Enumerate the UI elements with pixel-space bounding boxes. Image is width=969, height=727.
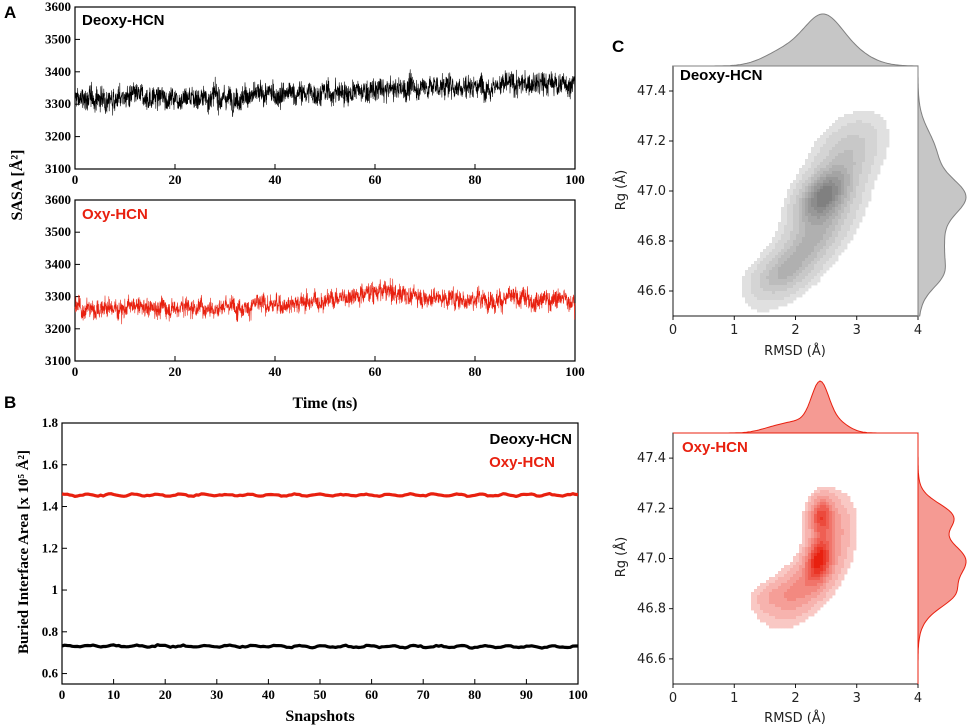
sasa-deoxy-plot: 0 20 40 60 80 100 3100 3200 3300 3400 3500 3600: [45, 0, 585, 187]
legend-oxy: Oxy-HCN: [489, 454, 555, 471]
panel-letter-c: C: [612, 37, 624, 56]
buried-ytick-label-3: 1.2: [42, 540, 58, 555]
sasa-deoxy-xtick-label-4: 80: [469, 172, 482, 187]
buried-ytick-label-0: 0.6: [42, 666, 59, 681]
sasa-oxy-ytick-label-0: 3100: [45, 353, 71, 368]
panel-letter-b: B: [4, 393, 16, 412]
sasa-oxy-label: Oxy-HCN: [82, 206, 148, 223]
sasa-oxy-xtick-label-5: 100: [565, 364, 585, 379]
kde-deoxy-ylabel: Rg (Å): [613, 170, 629, 210]
kde-deoxy-ytick-label-1: 46.8: [637, 234, 666, 249]
kde-oxy-xlabel: RMSD (Å): [764, 710, 826, 726]
kde-deoxy-ytick-label-0: 46.6: [637, 284, 666, 299]
buried-xtick-label-10: 100: [568, 687, 588, 702]
buried-xlabel: Snapshots: [285, 708, 354, 725]
buried-xtick-label-4: 40: [262, 687, 275, 702]
buried-xtick-label-3: 30: [210, 687, 223, 702]
sasa-deoxy-ytick-label-1: 3200: [45, 129, 71, 144]
kde-deoxy-density: [742, 111, 890, 313]
kde-oxy-xtick-label-1: 1: [730, 691, 738, 706]
buried-ytick-label-4: 1.4: [42, 499, 59, 514]
sasa-deoxy-ytick-label-2: 3300: [45, 96, 71, 111]
panel-letter-a: A: [4, 3, 16, 22]
kde-oxy-xtick-label-2: 2: [791, 691, 799, 706]
sasa-deoxy-ytick-label-4: 3500: [45, 31, 71, 46]
sasa-oxy-xtick-label-2: 40: [269, 364, 282, 379]
sasa-oxy-ytick-label-3: 3400: [45, 256, 71, 271]
sasa-deoxy-series-line: [74, 69, 576, 117]
sasa-deoxy-ytick-label-5: 3600: [45, 0, 71, 14]
sasa-xlabel: Time (ns): [292, 395, 357, 412]
kde-deoxy-ytick-label-3: 47.2: [637, 134, 666, 149]
kde-deoxy-xlabel: RMSD (Å): [764, 343, 826, 359]
sasa-oxy-xtick-label-3: 60: [369, 364, 382, 379]
legend-deoxy: Deoxy-HCN: [489, 431, 572, 448]
buried-ytick-label-5: 1.6: [42, 457, 59, 472]
kde-oxy-plot: 0 1 2 3 4 46.6 46.8 47.0 47.2 47.4: [637, 380, 967, 706]
sasa-deoxy-xtick-label-3: 60: [369, 172, 382, 187]
sasa-oxy-xtick-label-4: 80: [469, 364, 482, 379]
kde-oxy-xtick-label-3: 3: [853, 691, 861, 706]
kde-oxy-xtick-label-4: 4: [914, 691, 922, 706]
kde-deoxy-plot: 0 1 2 3 4 46.6 46.8 47.0 47.2 47.4: [637, 13, 967, 338]
sasa-oxy-ytick-label-5: 3600: [45, 192, 71, 207]
kde-deoxy-ytick-label-2: 47.0: [637, 184, 666, 199]
buried-ytick-label-1: 0.8: [42, 624, 59, 639]
sasa-oxy-series-line: [74, 277, 576, 325]
sasa-deoxy-xtick-label-2: 40: [269, 172, 282, 187]
buried-series-0: [61, 643, 578, 650]
sasa-oxy-frame: [74, 199, 576, 362]
kde-deoxy-xtick-label-2: 2: [791, 323, 799, 338]
sasa-oxy-plot: 0 20 40 60 80 100 3100 3200 3300 3400 3500 3600: [45, 192, 585, 379]
kde-deoxy-label: Deoxy-HCN: [680, 67, 763, 84]
kde-oxy-density: [751, 487, 857, 629]
buried-xtick-label-8: 80: [468, 687, 481, 702]
kde-deoxy-xtick-label-3: 3: [853, 323, 861, 338]
buried-xtick-label-9: 90: [520, 687, 533, 702]
sasa-deoxy-ytick-label-3: 3400: [45, 64, 71, 79]
kde-oxy-ytick-label-3: 47.2: [637, 501, 666, 516]
kde-deoxy-xtick-label-0: 0: [669, 323, 677, 338]
kde-oxy-marginal-y: [917, 433, 967, 684]
kde-deoxy-ytick-label-4: 47.4: [637, 84, 666, 99]
sasa-ylabel: SASA [Å²]: [8, 149, 26, 220]
kde-oxy-label: Oxy-HCN: [682, 439, 748, 456]
buried-ytick-label-6: 1.8: [42, 415, 59, 430]
sasa-oxy-ytick-label-4: 3500: [45, 224, 71, 239]
sasa-deoxy-xtick-label-1: 20: [169, 172, 182, 187]
sasa-deoxy-ytick-label-0: 3100: [45, 161, 71, 176]
buried-interface-plot: 0 10 20 30 40 50 60 70 80 90 100 0.6 0.8 1 1.2 1.4 1.6 1.…: [42, 415, 588, 702]
kde-oxy-marginal-x: [673, 380, 918, 434]
buried-xtick-label-5: 50: [314, 687, 327, 702]
buried-xtick-label-0: 0: [59, 687, 66, 702]
kde-oxy-ytick-label-0: 46.6: [637, 652, 666, 667]
sasa-oxy-ytick-label-1: 3200: [45, 321, 71, 336]
kde-oxy-ytick-label-4: 47.4: [637, 451, 666, 466]
buried-ylabel: Buried Interface Area [x 10⁵ Å²]: [16, 450, 32, 654]
kde-oxy-ytick-label-1: 46.8: [637, 602, 666, 617]
buried-ytick-label-2: 1: [52, 582, 59, 597]
kde-deoxy-marginal-x: [673, 13, 919, 67]
kde-oxy-ytick-label-2: 47.0: [637, 552, 666, 567]
buried-xtick-label-1: 10: [107, 687, 120, 702]
sasa-deoxy-xtick-label-5: 100: [565, 172, 585, 187]
kde-deoxy-xtick-label-1: 1: [730, 323, 738, 338]
kde-oxy-ylabel: Rg (Å): [613, 537, 629, 577]
kde-deoxy-marginal-y: [917, 66, 967, 317]
sasa-deoxy-xtick-label-0: 0: [72, 172, 79, 187]
buried-xtick-label-2: 20: [159, 687, 172, 702]
sasa-oxy-xtick-label-0: 0: [72, 364, 79, 379]
sasa-oxy-ytick-label-2: 3300: [45, 289, 71, 304]
buried-series-1: [61, 492, 579, 498]
sasa-deoxy-label: Deoxy-HCN: [82, 12, 165, 29]
kde-oxy-xtick-label-0: 0: [669, 691, 677, 706]
buried-xtick-label-7: 70: [417, 687, 430, 702]
kde-deoxy-xtick-label-4: 4: [914, 323, 922, 338]
sasa-oxy-xtick-label-1: 20: [169, 364, 182, 379]
buried-xtick-label-6: 60: [365, 687, 378, 702]
